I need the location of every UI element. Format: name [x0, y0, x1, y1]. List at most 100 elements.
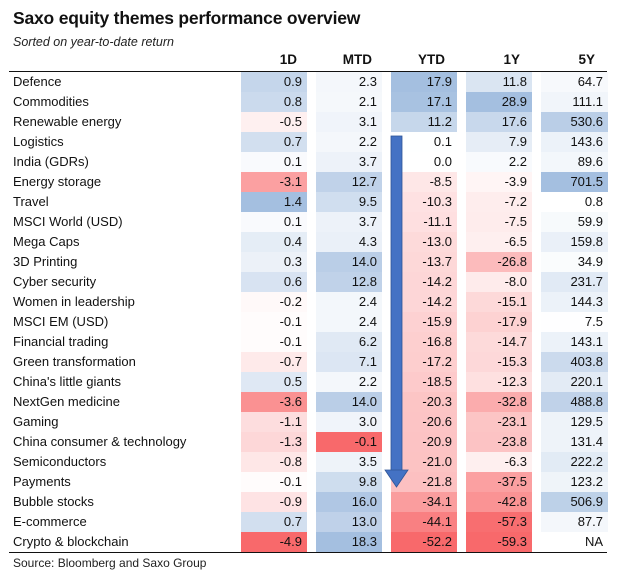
- cell-1y: -15.3: [466, 352, 532, 372]
- cell-5y: 231.7: [541, 272, 608, 292]
- table-row: E-commerce 0.7 13.0 -44.1 -57.3 87.7: [9, 512, 608, 532]
- cell-5y: 488.8: [541, 392, 608, 412]
- cell-5y: 131.4: [541, 432, 608, 452]
- row-label: Bubble stocks: [13, 494, 94, 509]
- table-row: MSCI EM (USD) -0.1 2.4 -15.9 -17.9 7.5: [9, 312, 608, 332]
- cell-1y: -26.8: [466, 252, 532, 272]
- cell-1y: -6.3: [466, 452, 532, 472]
- cell-1y: -37.5: [466, 472, 532, 492]
- cell-1d: -1.1: [241, 412, 307, 432]
- cell-1y: -23.1: [466, 412, 532, 432]
- cell-mtd: 14.0: [316, 392, 382, 412]
- cell-mtd: 14.0: [316, 252, 382, 272]
- row-label: Cyber security: [13, 274, 97, 289]
- cell-mtd: -0.1: [316, 432, 382, 452]
- cell-1y: -15.1: [466, 292, 532, 312]
- cell-mtd: 3.7: [316, 152, 382, 172]
- cell-ytd: -13.7: [391, 252, 457, 272]
- table-row: Bubble stocks -0.9 16.0 -34.1 -42.8 506.9: [9, 492, 608, 512]
- cell-1d: 0.4: [241, 232, 307, 252]
- cell-1y: -57.3: [466, 512, 532, 532]
- cell-1d: -3.1: [241, 172, 307, 192]
- cell-5y: 64.7: [541, 72, 608, 92]
- cell-5y: 143.1: [541, 332, 608, 352]
- table-row: Financial trading -0.1 6.2 -16.8 -14.7 143.1: [9, 332, 608, 352]
- arrow-shaft: [390, 135, 403, 473]
- cell-ytd: -20.3: [391, 392, 457, 412]
- cell-1y: 11.8: [466, 72, 532, 92]
- row-label: Crypto & blockchain: [13, 534, 129, 549]
- table-row: China's little giants 0.5 2.2 -18.5 -12.3 220…: [9, 372, 608, 392]
- row-label: Women in leadership: [13, 294, 135, 309]
- cell-5y: 403.8: [541, 352, 608, 372]
- column-header-mtd: MTD: [342, 52, 372, 67]
- row-label: 3D Printing: [13, 254, 78, 269]
- cell-mtd: 13.0: [316, 512, 382, 532]
- cell-mtd: 9.8: [316, 472, 382, 492]
- cell-1d: -4.9: [241, 532, 307, 552]
- column-header-1d: 1D: [279, 52, 297, 67]
- row-label: Gaming: [13, 414, 59, 429]
- header-rule: [9, 71, 607, 72]
- cell-ytd: 11.2: [391, 112, 457, 132]
- cell-mtd: 3.7: [316, 212, 382, 232]
- cell-mtd: 2.2: [316, 372, 382, 392]
- cell-ytd: -34.1: [391, 492, 457, 512]
- cell-1d: -0.9: [241, 492, 307, 512]
- cell-1y: 28.9: [466, 92, 532, 112]
- cell-5y: 111.1: [541, 92, 608, 112]
- cell-ytd: -20.9: [391, 432, 457, 452]
- cell-1y: -59.3: [466, 532, 532, 552]
- cell-1y: -32.8: [466, 392, 532, 412]
- cell-mtd: 2.4: [316, 292, 382, 312]
- cell-5y: 59.9: [541, 212, 608, 232]
- cell-ytd: -20.6: [391, 412, 457, 432]
- cell-ytd: -16.8: [391, 332, 457, 352]
- cell-1y: 17.6: [466, 112, 532, 132]
- cell-mtd: 2.2: [316, 132, 382, 152]
- table-row: Commodities 0.8 2.1 17.1 28.9 111.1: [9, 92, 608, 112]
- row-label: China consumer & technology: [13, 434, 187, 449]
- cell-mtd: 7.1: [316, 352, 382, 372]
- row-label: Semiconductors: [13, 454, 107, 469]
- cell-ytd: -13.0: [391, 232, 457, 252]
- cell-5y: 701.5: [541, 172, 608, 192]
- cell-5y: 530.6: [541, 112, 608, 132]
- table-row: Travel 1.4 9.5 -10.3 -7.2 0.8: [9, 192, 608, 212]
- cell-ytd: -8.5: [391, 172, 457, 192]
- cell-1d: -0.1: [241, 312, 307, 332]
- cell-ytd: 17.1: [391, 92, 457, 112]
- cell-mtd: 4.3: [316, 232, 382, 252]
- cell-mtd: 2.4: [316, 312, 382, 332]
- cell-1d: -0.5: [241, 112, 307, 132]
- cell-1d: 1.4: [241, 192, 307, 212]
- cell-1d: -0.1: [241, 332, 307, 352]
- row-label: Commodities: [13, 94, 89, 109]
- cell-mtd: 2.1: [316, 92, 382, 112]
- cell-mtd: 18.3: [316, 532, 382, 552]
- cell-ytd: 17.9: [391, 72, 457, 92]
- cell-ytd: -21.8: [391, 472, 457, 492]
- row-label: Financial trading: [13, 334, 109, 349]
- table-row: Cyber security 0.6 12.8 -14.2 -8.0 231.7: [9, 272, 608, 292]
- cell-mtd: 12.7: [316, 172, 382, 192]
- column-header-1y: 1Y: [503, 52, 520, 67]
- table-row: NextGen medicine -3.6 14.0 -20.3 -32.8 488.8: [9, 392, 608, 412]
- row-label: India (GDRs): [13, 154, 89, 169]
- column-header-5y: 5Y: [578, 52, 595, 67]
- cell-5y: NA: [541, 532, 608, 552]
- cell-ytd: -18.5: [391, 372, 457, 392]
- arrow-head: [384, 469, 409, 488]
- cell-1d: 0.3: [241, 252, 307, 272]
- cell-5y: 7.5: [541, 312, 608, 332]
- cell-1d: 0.6: [241, 272, 307, 292]
- cell-1y: -6.5: [466, 232, 532, 252]
- cell-5y: 0.8: [541, 192, 608, 212]
- cell-ytd: -11.1: [391, 212, 457, 232]
- cell-1d: 0.5: [241, 372, 307, 392]
- cell-5y: 506.9: [541, 492, 608, 512]
- cell-1y: -14.7: [466, 332, 532, 352]
- cell-1d: -0.8: [241, 452, 307, 472]
- chart-subtitle: Sorted on year-to-date return: [13, 35, 174, 49]
- cell-1d: -0.2: [241, 292, 307, 312]
